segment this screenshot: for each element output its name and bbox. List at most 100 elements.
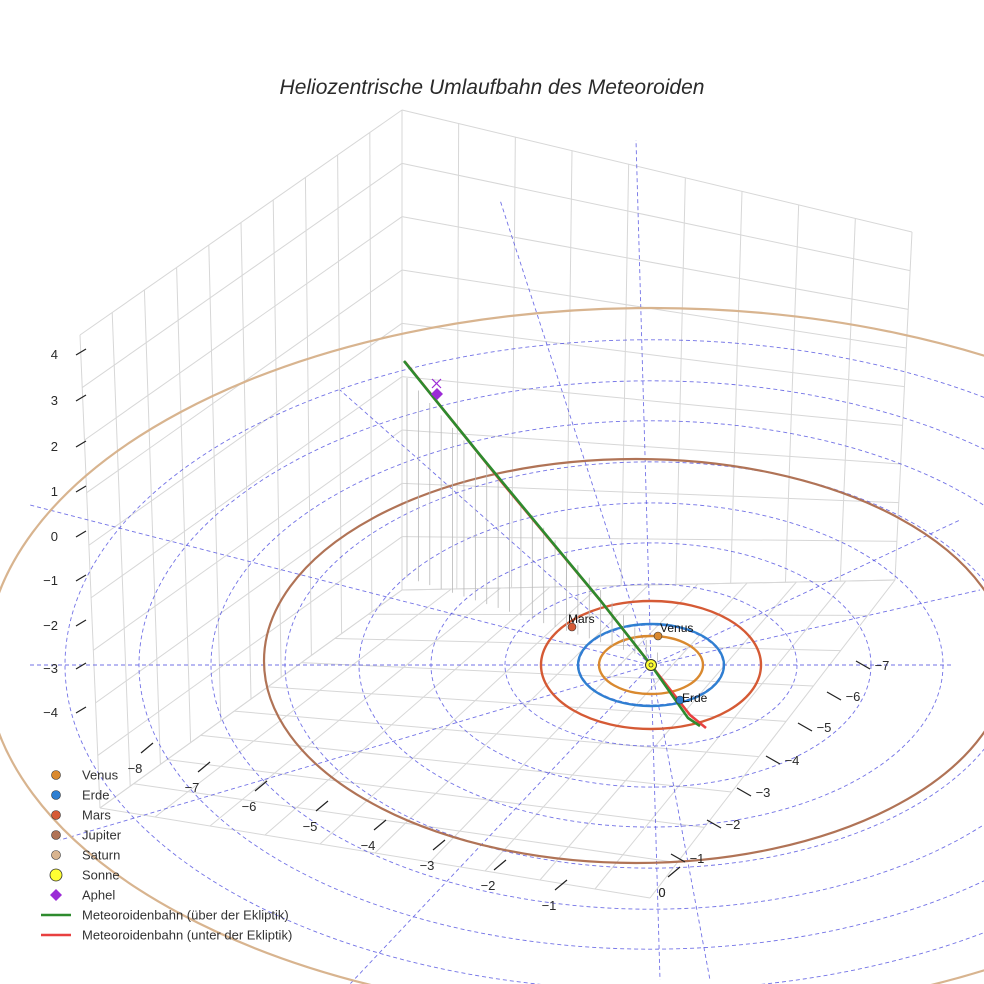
ecliptic-radial <box>650 664 711 981</box>
x-tick-mark <box>373 819 387 831</box>
legend-item: Aphel <box>50 888 115 903</box>
grid-line <box>90 376 403 599</box>
legend-label: Jupiter <box>82 828 122 843</box>
z-tick-label: 4 <box>51 347 58 362</box>
grid-line <box>675 177 686 585</box>
ecliptic-ring <box>210 420 984 910</box>
grid-line <box>208 244 222 721</box>
marker-erde <box>675 695 685 705</box>
legend-symbol <box>51 790 61 800</box>
x-tick-mark <box>197 761 211 773</box>
y-tick-mark <box>765 755 781 765</box>
legend-item: Venus <box>51 768 119 783</box>
x-tick-label: −6 <box>242 799 257 814</box>
grid-line <box>81 162 403 388</box>
legend-label: Erde <box>82 788 109 803</box>
grid-line <box>620 164 630 586</box>
grid-line <box>368 613 868 616</box>
grid-line <box>95 482 403 704</box>
legend-label: Meteoroidenbahn (unter der Ekliptik) <box>82 928 292 943</box>
grid-line <box>267 686 787 722</box>
orbit-jupiter <box>263 457 984 865</box>
grid-line <box>93 429 403 651</box>
legend-item: Meteoroidenbahn (unter der Ekliptik) <box>41 928 292 943</box>
meteoroid-orbit <box>402 360 707 730</box>
grid-line <box>374 584 649 854</box>
legend-symbol <box>49 868 63 882</box>
marker-aphel-proj <box>431 378 442 389</box>
axis-box-grid <box>79 109 913 899</box>
legend: Venus Erde Mars Jupiter Saturn Sonne Aphel Mete… <box>41 768 292 943</box>
ecliptic-radial <box>339 389 652 666</box>
z-tick-mark <box>75 706 87 714</box>
y-tick-mark <box>797 722 813 732</box>
z-tick-mark <box>75 574 87 582</box>
x-tick-mark <box>493 859 507 871</box>
x-tick-label: −1 <box>542 898 557 913</box>
orbit-droplines <box>406 378 659 662</box>
x-tick-mark <box>667 866 681 878</box>
x-tick-mark <box>140 742 154 754</box>
z-tick-mark <box>75 619 87 627</box>
legend-label: Saturn <box>82 848 120 863</box>
x-tick-label: −3 <box>420 858 435 873</box>
grid-line <box>401 109 913 233</box>
body-markers: Venus Erde Mars <box>431 378 708 705</box>
ecliptic-grid <box>29 139 984 984</box>
grid-line <box>401 482 899 504</box>
legend-item: Meteoroidenbahn (über der Ekliptik) <box>41 908 289 923</box>
legend-symbol <box>51 810 61 820</box>
grid-line <box>133 783 678 864</box>
legend-symbol <box>51 850 61 860</box>
y-tick-label: −2 <box>726 817 741 832</box>
z-tick-label: −1 <box>43 573 58 588</box>
x-tick-label: −7 <box>185 780 200 795</box>
z-tick-mark <box>75 440 87 448</box>
grid-line <box>511 137 516 588</box>
z-tick-mark <box>75 662 87 670</box>
grid-line <box>304 177 312 656</box>
grid-line <box>84 216 403 441</box>
z-tick-label: 2 <box>51 439 58 454</box>
orbit-erde <box>576 622 726 708</box>
label-mars: Mars <box>568 612 595 626</box>
grid-line <box>337 154 343 634</box>
ecliptic-radial <box>650 589 981 666</box>
grid-line <box>565 150 573 587</box>
grid-line <box>200 734 732 793</box>
planet-orbits <box>0 307 984 984</box>
y-tick-mark <box>706 819 722 829</box>
marker-sun-core <box>648 662 654 668</box>
legend-item: Mars <box>51 808 111 823</box>
z-tick-mark <box>75 530 87 538</box>
grid-line <box>401 322 905 388</box>
grid-line <box>539 581 797 881</box>
legend-label: Aphel <box>82 888 115 903</box>
z-tick-mark <box>75 485 87 493</box>
grid-line <box>264 586 551 836</box>
z-tick-label: −3 <box>43 661 58 676</box>
orbit-venus <box>597 634 705 696</box>
grid-line <box>730 191 743 584</box>
grid-line <box>167 759 705 828</box>
x-tick-label: 0 <box>658 885 665 900</box>
ecliptic-radial <box>635 139 652 666</box>
x-tick-mark <box>315 800 329 812</box>
legend-symbol <box>51 770 61 780</box>
grid-line <box>97 536 403 756</box>
legend-item: Erde <box>51 788 109 803</box>
y-tick-label: −4 <box>785 753 800 768</box>
grid-line <box>240 222 252 700</box>
y-tick-mark <box>826 691 842 701</box>
z-tick-mark <box>75 394 87 402</box>
grid-line <box>839 218 856 582</box>
axis-ticks: 4 3 2 1 0 −1 −2 −3 −4 −8 −7 −6 −5 −4 −3 −2 −1 0 −1 −2 −3 −4 −5… <box>43 347 889 913</box>
grid-line <box>88 322 403 546</box>
legend-label: Meteoroidenbahn (über der Ekliptik) <box>82 908 289 923</box>
x-tick-mark <box>254 780 268 792</box>
grid-line <box>319 585 600 845</box>
grid-line <box>401 536 897 542</box>
grid-line <box>401 162 911 272</box>
grid-line <box>429 583 699 863</box>
